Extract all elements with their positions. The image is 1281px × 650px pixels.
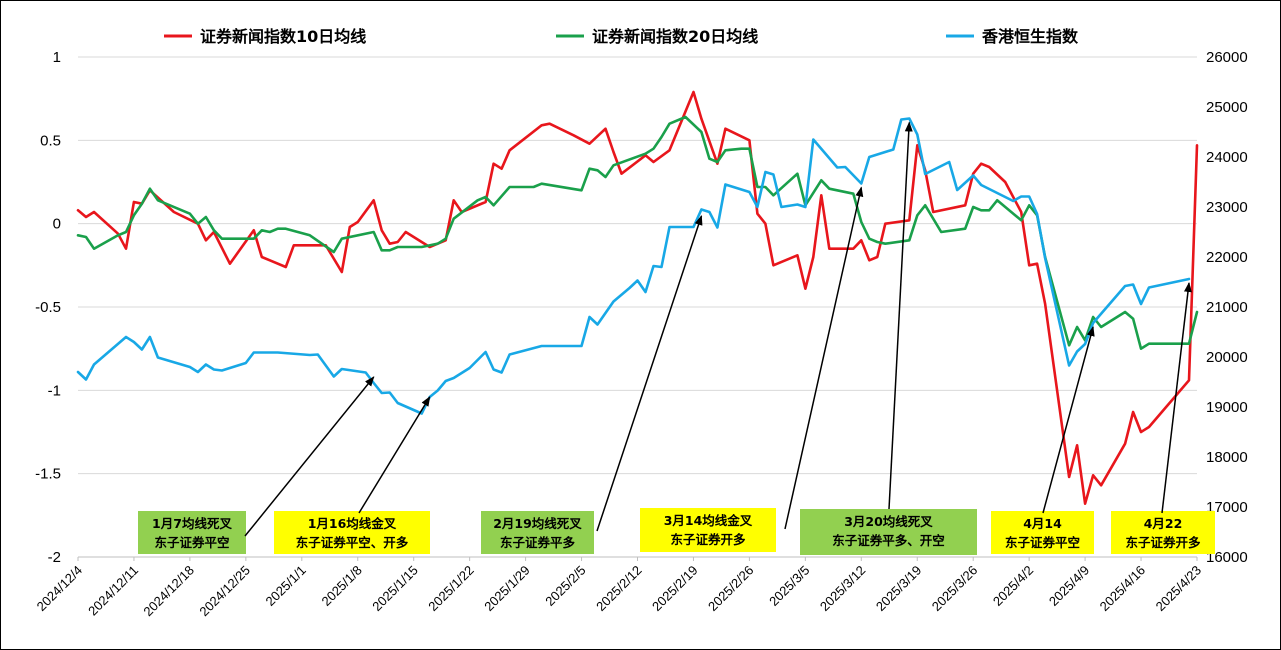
annotation-box bbox=[481, 511, 594, 554]
x-tick-label: 2025/4/2 bbox=[990, 563, 1036, 609]
annotation-line2: 东子证券平多、开空 bbox=[832, 533, 945, 548]
series-line-0 bbox=[76, 90, 1199, 506]
x-tick-label: 2025/1/8 bbox=[318, 563, 364, 609]
x-tick-label: 2025/2/26 bbox=[705, 563, 757, 615]
x-tick-label: 2025/2/12 bbox=[593, 563, 645, 615]
annotation-arrow bbox=[358, 396, 431, 514]
annotation-box bbox=[138, 511, 246, 554]
x-tick-label: 2025/4/9 bbox=[1046, 563, 1092, 609]
left-tick-label: 0 bbox=[53, 216, 61, 233]
right-tick-label: 22000 bbox=[1206, 249, 1248, 266]
left-tick-label: -2 bbox=[48, 549, 61, 566]
left-tick-label: -1 bbox=[48, 382, 61, 399]
annotation-line2: 东子证券平空 bbox=[1005, 535, 1080, 550]
annotation-line1: 1月16均线金叉 bbox=[308, 516, 397, 531]
x-tick-label: 2025/1/15 bbox=[369, 563, 421, 615]
annotation-arrow bbox=[1042, 326, 1095, 514]
annotation-line2: 东子证券平空、开多 bbox=[296, 535, 409, 550]
series-line-1 bbox=[76, 115, 1199, 351]
annotations: 1月7均线死叉东子证券平空1月16均线金叉东子证券平空、开多2月19均线死叉东子… bbox=[138, 121, 1215, 555]
annotation-line1: 1月7均线死叉 bbox=[152, 516, 232, 531]
annotation-line1: 3月14均线金叉 bbox=[664, 513, 753, 528]
legend-label: 证券新闻指数10日均线 bbox=[200, 27, 366, 46]
x-tick-label: 2024/12/18 bbox=[140, 563, 197, 620]
left-y-axis: 1 0.5 0 -0.5 -1 -1.5 -2 bbox=[35, 49, 61, 566]
left-tick-label: 0.5 bbox=[40, 132, 61, 149]
right-tick-label: 20000 bbox=[1206, 349, 1248, 366]
right-tick-label: 19000 bbox=[1206, 399, 1248, 416]
annotation-line1: 2月19均线死叉 bbox=[493, 516, 582, 531]
annotation-line2: 东子证券平多 bbox=[500, 535, 576, 550]
x-tick-label: 2025/3/26 bbox=[929, 563, 981, 615]
right-tick-label: 21000 bbox=[1206, 299, 1248, 316]
series-line-2 bbox=[76, 117, 1191, 415]
right-tick-label: 24000 bbox=[1206, 149, 1248, 166]
x-tick-label: 2025/3/19 bbox=[873, 563, 925, 615]
annotation-line1: 3月20均线死叉 bbox=[844, 514, 933, 529]
annotation-arrow bbox=[888, 121, 913, 510]
annotation-arrow bbox=[784, 186, 864, 530]
right-y-axis: 26000 25000 24000 23000 22000 21000 20000 19000… bbox=[1206, 49, 1248, 566]
annotation-arrow bbox=[1161, 282, 1192, 514]
x-tick-label: 2025/4/23 bbox=[1153, 563, 1205, 615]
legend: 证券新闻指数10日均线 证券新闻指数20日均线 香港恒生指数 bbox=[164, 27, 1079, 46]
left-tick-label: 1 bbox=[53, 49, 61, 66]
right-tick-label: 25000 bbox=[1206, 99, 1248, 116]
x-tick-label: 2025/1/1 bbox=[263, 563, 309, 609]
x-axis: 2024/12/4 2024/12/11 2024/12/18 2024/12/25 2… bbox=[34, 557, 1205, 620]
x-tick-label: 2025/3/12 bbox=[817, 563, 869, 615]
x-tick-label: 2024/12/11 bbox=[85, 563, 141, 619]
legend-label: 证券新闻指数20日均线 bbox=[592, 27, 758, 46]
annotation-line2: 东子证券开多 bbox=[670, 532, 746, 547]
annotation-line1: 4月22 bbox=[1144, 516, 1183, 531]
annotation-box bbox=[991, 511, 1094, 554]
series-lines bbox=[76, 90, 1199, 506]
right-tick-label: 26000 bbox=[1206, 49, 1248, 66]
x-tick-label: 2025/1/29 bbox=[481, 563, 533, 615]
x-tick-label: 2024/12/25 bbox=[196, 563, 253, 620]
annotation-arrow bbox=[596, 215, 703, 532]
right-tick-label: 16000 bbox=[1206, 549, 1248, 566]
gridlines bbox=[78, 56, 1197, 558]
x-tick-label: 2025/3/5 bbox=[766, 563, 812, 609]
annotation-box bbox=[1111, 511, 1215, 554]
annotation-line2: 东子证券开多 bbox=[1125, 535, 1201, 550]
annotation-line1: 4月14 bbox=[1023, 516, 1062, 531]
annotation-box bbox=[800, 509, 977, 555]
annotation-line2: 东子证券平空 bbox=[154, 535, 229, 550]
legend-label: 香港恒生指数 bbox=[981, 27, 1079, 46]
x-tick-label: 2025/4/16 bbox=[1097, 563, 1149, 615]
annotation-arrow bbox=[244, 376, 375, 537]
x-tick-label: 2025/2/5 bbox=[542, 563, 588, 609]
x-tick-label: 2025/2/19 bbox=[649, 563, 701, 615]
left-tick-label: -0.5 bbox=[35, 299, 61, 316]
x-tick-label: 2024/12/4 bbox=[34, 563, 86, 615]
right-tick-label: 17000 bbox=[1206, 499, 1248, 516]
annotation-box bbox=[640, 508, 776, 552]
right-tick-label: 23000 bbox=[1206, 199, 1248, 216]
annotation-box bbox=[274, 511, 430, 554]
left-tick-label: -1.5 bbox=[35, 466, 61, 483]
x-tick-label: 2025/1/22 bbox=[425, 563, 477, 615]
right-tick-label: 18000 bbox=[1206, 449, 1248, 466]
